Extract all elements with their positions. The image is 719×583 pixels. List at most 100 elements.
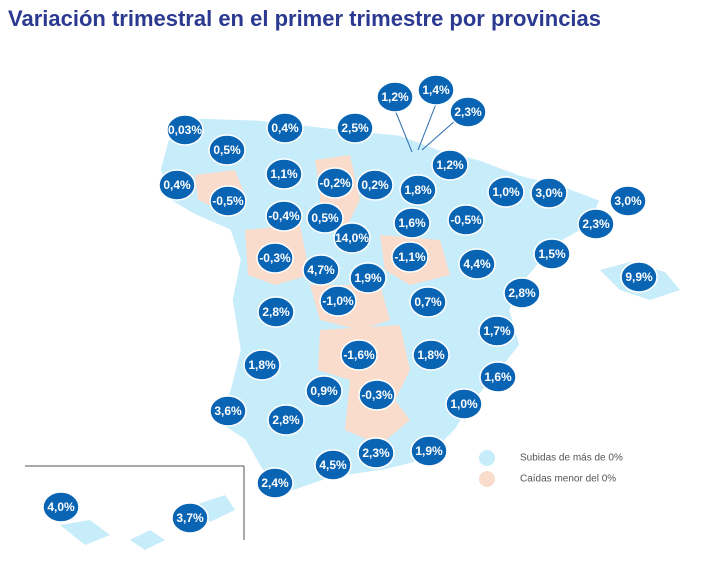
- label-bubble: [503, 277, 541, 309]
- label-bubble: [319, 285, 357, 317]
- label-bubble: [445, 388, 483, 420]
- label-text: 4,7%: [307, 263, 335, 277]
- label-text: -1,1%: [394, 250, 426, 264]
- label-text: 2,8%: [272, 413, 300, 427]
- label-text: 4,5%: [319, 458, 347, 472]
- label-bubble: [530, 177, 568, 209]
- label-bubble: [302, 254, 340, 286]
- label-bubble: [356, 169, 394, 201]
- label-bubble: [243, 349, 281, 381]
- label-text: 2,4%: [261, 476, 289, 490]
- label-text: -0,4%: [268, 209, 300, 223]
- label-text: 1,8%: [404, 183, 432, 197]
- label-bubble: [410, 435, 448, 467]
- label-text: 0,4%: [271, 121, 299, 135]
- leader: [394, 109, 413, 153]
- label-bubble: [265, 200, 303, 232]
- label-text: 0,9%: [310, 384, 338, 398]
- label-text: 2,5%: [341, 121, 369, 135]
- label-bubble: [399, 174, 437, 206]
- label-text: -0,2%: [319, 176, 351, 190]
- label-bubble: [449, 96, 487, 128]
- label-text: 3,7%: [176, 511, 204, 525]
- label-bubble: [458, 248, 496, 280]
- label-bubble: [171, 502, 209, 534]
- label-bubble: [412, 339, 450, 371]
- label-text: 1,6%: [398, 216, 426, 230]
- label-bubble: [609, 185, 647, 217]
- label-text: 2,3%: [454, 105, 482, 119]
- label-text: 1,2%: [436, 158, 464, 172]
- label-bubble: [256, 467, 294, 499]
- label-text: 0,2%: [361, 178, 389, 192]
- label-text: 3,0%: [614, 194, 642, 208]
- label-text: 1,9%: [415, 444, 443, 458]
- label-bubble: [166, 114, 204, 146]
- label-text: 14,0%: [335, 231, 369, 245]
- label-bubble: [316, 167, 354, 199]
- legend-swatch: [479, 471, 495, 487]
- label-text: 2,8%: [262, 305, 290, 319]
- label-bubble: [208, 134, 246, 166]
- label-bubble: [478, 315, 516, 347]
- title: Variación trimestral en el primer trimes…: [8, 6, 601, 31]
- legend-swatch: [479, 450, 495, 466]
- label-text: -0,3%: [259, 251, 291, 265]
- label-text: 1,0%: [450, 397, 478, 411]
- label-bubble: [357, 437, 395, 469]
- label-bubble: [376, 81, 414, 113]
- label-text: -1,6%: [343, 348, 375, 362]
- label-bubble: [417, 74, 455, 106]
- label-text: 1,0%: [492, 185, 520, 199]
- label-text: 1,8%: [417, 348, 445, 362]
- label-bubble: [533, 238, 571, 270]
- label-bubble: [487, 176, 525, 208]
- label-text: 3,0%: [535, 186, 563, 200]
- label-bubble: [479, 361, 517, 393]
- label-text: 0,03%: [168, 123, 202, 137]
- label-text: 1,1%: [270, 167, 298, 181]
- label-bubble: [314, 449, 352, 481]
- label-bubble: [336, 112, 374, 144]
- label-text: 1,4%: [422, 83, 450, 97]
- label-text: 0,7%: [414, 295, 442, 309]
- label-text: -0,5%: [212, 194, 244, 208]
- label-text: 3,6%: [214, 404, 242, 418]
- label-bubble: [333, 222, 371, 254]
- label-bubble: [340, 339, 378, 371]
- label-bubble: [447, 204, 485, 236]
- label-text: 1,6%: [484, 370, 512, 384]
- label-text: -1,0%: [322, 294, 354, 308]
- label-bubble: [358, 379, 396, 411]
- legend-label: Caídas menor del 0%: [520, 474, 616, 485]
- label-text: 0,5%: [311, 211, 339, 225]
- labels: 0,03% 0,5% 0,4% 2,5% 1,2% 1,4% 2,3% 0,4% -0,5% 1,…: [42, 74, 658, 534]
- label-bubble: [306, 202, 344, 234]
- label-text: 1,8%: [248, 358, 276, 372]
- label-bubble: [349, 262, 387, 294]
- label-bubble: [265, 158, 303, 190]
- label-text: 4,0%: [47, 500, 75, 514]
- label-text: 1,2%: [381, 90, 409, 104]
- label-text: -0,3%: [361, 388, 393, 402]
- label-bubble: [209, 395, 247, 427]
- label-bubble: [409, 286, 447, 318]
- label-bubble: [305, 375, 343, 407]
- label-text: 1,7%: [483, 324, 511, 338]
- label-bubble: [391, 241, 429, 273]
- label-bubble: [431, 149, 469, 181]
- label-text: 2,3%: [362, 446, 390, 460]
- legend-label: Subidas de más de 0%: [520, 453, 623, 464]
- label-bubble: [267, 404, 305, 436]
- label-bubble: [266, 112, 304, 144]
- label-text: 0,5%: [213, 143, 241, 157]
- label-text: 4,4%: [463, 257, 491, 271]
- leader: [417, 103, 437, 151]
- label-bubble: [42, 491, 80, 523]
- label-text: 1,9%: [354, 271, 382, 285]
- label-text: 1,5%: [538, 247, 566, 261]
- canarias: [60, 495, 235, 550]
- label-bubble: [620, 261, 658, 293]
- label-text: -0,5%: [450, 213, 482, 227]
